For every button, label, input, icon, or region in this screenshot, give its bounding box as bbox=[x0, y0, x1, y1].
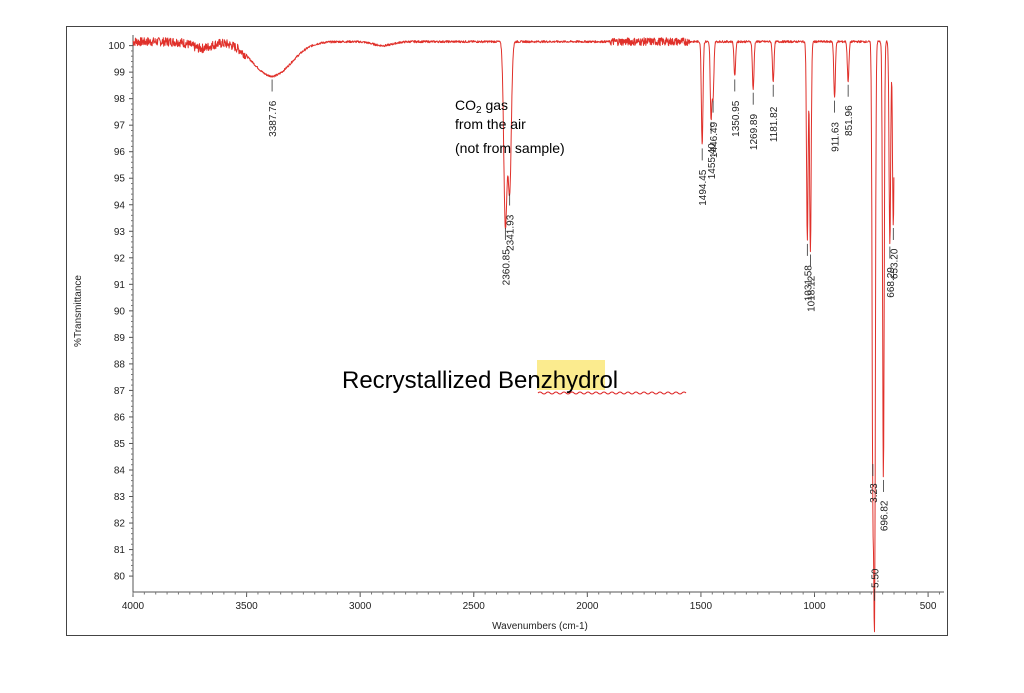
peak-marker: 1181.82 bbox=[769, 84, 780, 142]
y-tick-label: 95 bbox=[114, 174, 126, 185]
y-tick-label: 89 bbox=[114, 333, 126, 344]
y-tick-label: 85 bbox=[114, 439, 126, 450]
peak-label: 1269.89 bbox=[749, 114, 760, 151]
x-tick-label: 4000 bbox=[122, 601, 145, 612]
peak-label: 1455.40 bbox=[707, 143, 718, 180]
y-tick-label: 97 bbox=[114, 121, 126, 132]
peak-label: 1181.82 bbox=[769, 106, 780, 142]
peak-label: 1446.49 bbox=[709, 121, 720, 158]
x-tick-label: 3000 bbox=[349, 601, 372, 612]
peak-label: 696.82 bbox=[879, 500, 890, 531]
peak-marker: 5.50 bbox=[871, 568, 882, 601]
peak-label: 5.50 bbox=[871, 568, 882, 588]
spellcheck-underline bbox=[537, 391, 687, 395]
y-tick-label: 84 bbox=[114, 465, 126, 476]
y-axis-title: %Transmittance bbox=[73, 275, 84, 347]
peak-label: 1350.95 bbox=[731, 100, 742, 137]
y-tick-label: 87 bbox=[114, 386, 126, 397]
peak-marker: 3387.76 bbox=[268, 79, 279, 137]
peak-label: 3387.76 bbox=[268, 100, 279, 137]
peak-marker: 1446.49 bbox=[709, 100, 720, 158]
x-tick-label: 3500 bbox=[235, 601, 258, 612]
y-tick-label: 86 bbox=[114, 412, 126, 423]
peak-marker: 1350.95 bbox=[731, 79, 742, 137]
annotation-line-3: (not from sample) bbox=[455, 140, 565, 156]
peak-label: 2341.93 bbox=[506, 214, 517, 251]
x-tick-label: 2500 bbox=[463, 601, 486, 612]
peak-marker: 3.23 bbox=[869, 464, 880, 503]
chart-frame bbox=[66, 26, 948, 636]
peak-marker: 696.82 bbox=[879, 479, 890, 531]
peak-label: 851.96 bbox=[844, 105, 855, 136]
y-tick-label: 99 bbox=[114, 68, 126, 79]
y-tick-label: 96 bbox=[114, 147, 126, 158]
peak-marker: 668.29 bbox=[886, 246, 897, 298]
y-tick-label: 94 bbox=[114, 200, 126, 211]
peak-marker: 1455.40 bbox=[707, 121, 718, 180]
axes: 80 81 82 83 84 85 86 87 88 89 90 91 92 93 94 95 96 97 98 99… bbox=[108, 35, 944, 612]
y-tick-label: 92 bbox=[114, 253, 126, 264]
y-tick-label: 82 bbox=[114, 519, 126, 530]
peak-label: 1494.45 bbox=[698, 169, 709, 206]
chart-title: Recrystallized Benzhydrol bbox=[342, 360, 687, 395]
x-tick-label: 1500 bbox=[690, 601, 713, 612]
peak-marker: 1494.45 bbox=[698, 148, 709, 206]
peak-label: 911.63 bbox=[831, 122, 842, 152]
y-tick-label: 93 bbox=[114, 227, 126, 238]
peak-marker: 1269.89 bbox=[749, 92, 760, 151]
x-tick-label: 2000 bbox=[576, 601, 599, 612]
annotation-line-1: CO2 gas bbox=[455, 97, 508, 116]
peak-marker: 2341.93 bbox=[506, 193, 517, 251]
peak-label: 1018.12 bbox=[806, 275, 817, 312]
peak-marker: 2360.85 bbox=[501, 227, 512, 286]
peak-marker: 1031.58 bbox=[803, 243, 814, 302]
y-tick-label: 81 bbox=[114, 545, 126, 556]
y-tick-label: 80 bbox=[114, 572, 126, 583]
peak-marker: 911.63 bbox=[831, 100, 842, 152]
peak-label: 3.23 bbox=[869, 483, 880, 503]
peak-label: 653.20 bbox=[889, 248, 900, 279]
spectrum-line bbox=[132, 37, 895, 633]
annotation-line-2: from the air bbox=[455, 116, 526, 132]
peak-marker: 1018.12 bbox=[806, 254, 817, 312]
chart-title-text: Recrystallized Benzhydrol bbox=[342, 367, 618, 394]
peak-label: 668.29 bbox=[886, 267, 897, 298]
y-tick-label: 88 bbox=[114, 359, 126, 370]
x-tick-label: 500 bbox=[920, 601, 937, 612]
co2-annotation: CO2 gas from the air (not from sample) bbox=[455, 97, 565, 156]
peak-label: 1031.58 bbox=[803, 265, 814, 302]
spectrum bbox=[132, 37, 895, 633]
peak-marker: 653.20 bbox=[889, 227, 900, 279]
y-tick-label: 83 bbox=[114, 492, 126, 503]
x-tick-label: 1000 bbox=[803, 601, 826, 612]
x-axis-title: Wavenumbers (cm-1) bbox=[492, 621, 588, 632]
title-highlight-box bbox=[537, 360, 605, 390]
y-tick-label: 98 bbox=[114, 94, 126, 105]
peak-marker: 851.96 bbox=[844, 84, 855, 136]
peak-label: 2360.85 bbox=[501, 249, 512, 286]
y-tick-label: 91 bbox=[114, 280, 126, 291]
y-tick-label: 100 bbox=[108, 41, 125, 52]
y-tick-label: 90 bbox=[114, 306, 126, 317]
